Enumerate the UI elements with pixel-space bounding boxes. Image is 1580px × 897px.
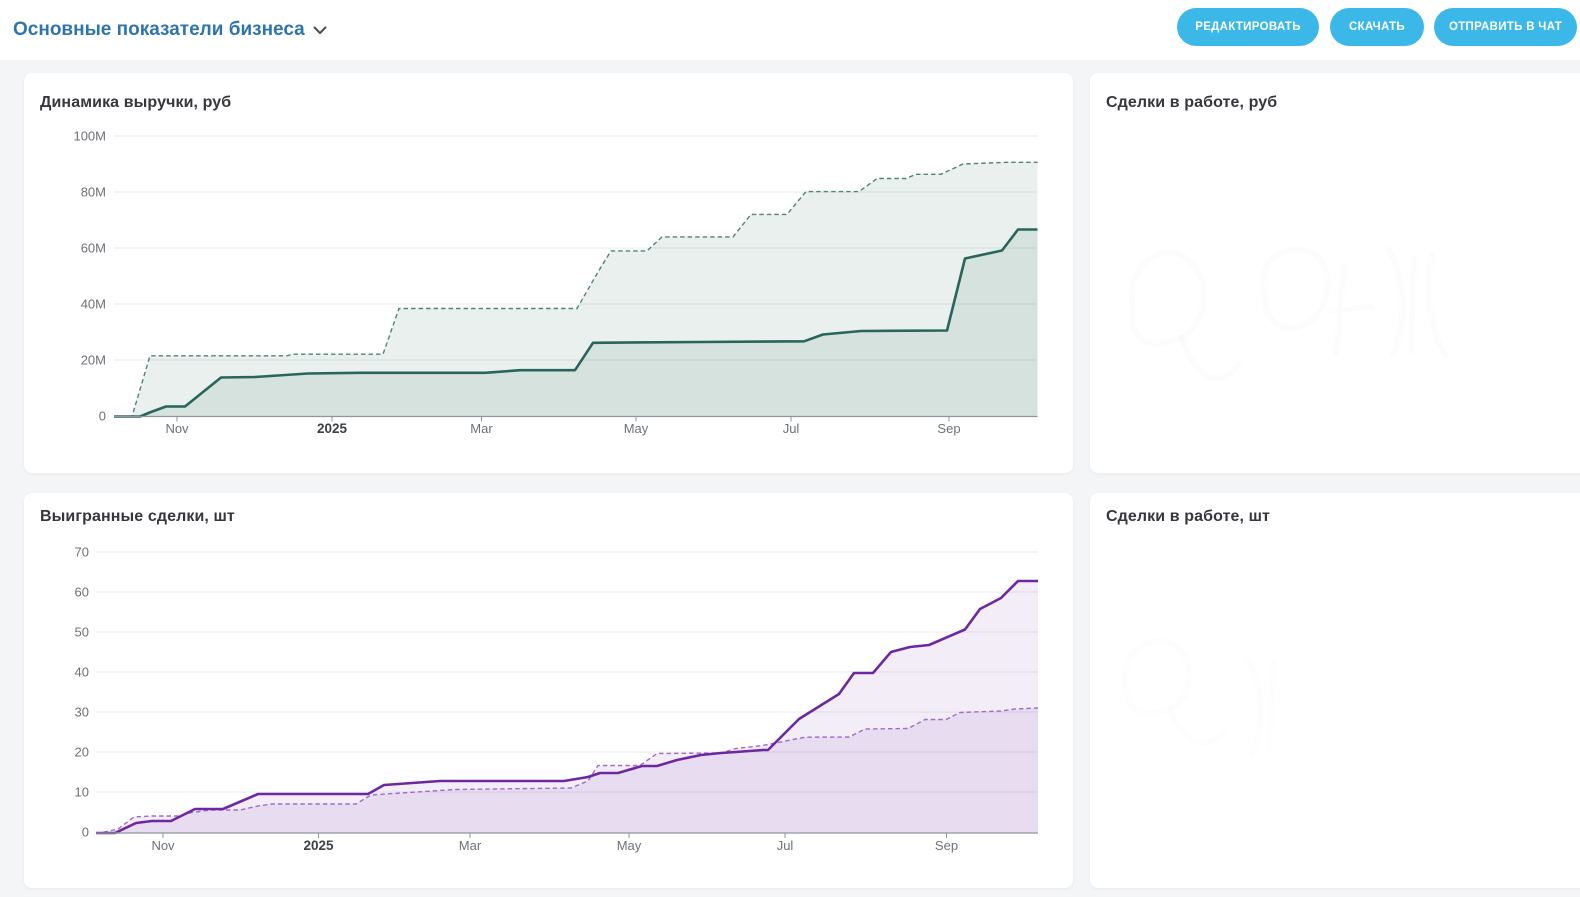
svg-text:50: 50 <box>75 625 89 640</box>
svg-text:0: 0 <box>99 409 106 424</box>
svg-text:Mar: Mar <box>470 421 493 436</box>
svg-text:May: May <box>624 421 649 436</box>
svg-text:20M: 20M <box>81 353 106 368</box>
svg-text:100M: 100M <box>73 129 106 144</box>
svg-text:30: 30 <box>75 705 89 720</box>
svg-text:0: 0 <box>82 825 89 840</box>
svg-text:Jul: Jul <box>777 838 794 853</box>
svg-text:2025: 2025 <box>303 838 334 853</box>
svg-text:40: 40 <box>75 665 89 680</box>
svg-text:70: 70 <box>75 545 89 560</box>
svg-text:Nov: Nov <box>165 421 189 436</box>
svg-text:10: 10 <box>75 785 89 800</box>
svg-text:60M: 60M <box>81 241 106 256</box>
svg-text:20: 20 <box>75 745 89 760</box>
svg-text:Nov: Nov <box>151 838 175 853</box>
svg-text:60: 60 <box>75 585 89 600</box>
svg-text:Sep: Sep <box>935 838 958 853</box>
svg-text:Jul: Jul <box>783 421 800 436</box>
svg-text:May: May <box>617 838 642 853</box>
svg-text:40M: 40M <box>81 297 106 312</box>
svg-text:2025: 2025 <box>317 421 348 436</box>
svg-text:Mar: Mar <box>459 838 482 853</box>
svg-text:80M: 80M <box>81 185 106 200</box>
svg-text:Sep: Sep <box>937 421 960 436</box>
